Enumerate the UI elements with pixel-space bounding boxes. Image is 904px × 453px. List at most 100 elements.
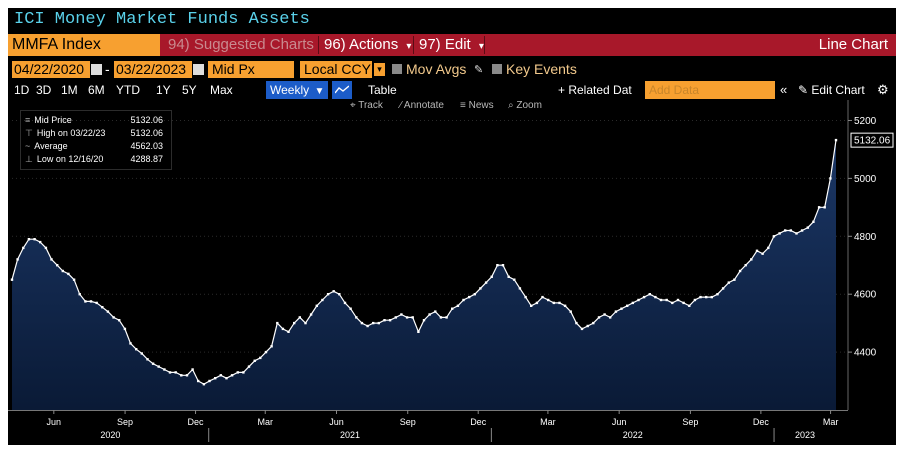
data-point <box>388 319 392 322</box>
key-events-checkbox[interactable] <box>492 64 502 74</box>
data-point <box>580 327 584 331</box>
data-point <box>721 287 725 290</box>
security-field[interactable]: MMFA Index <box>8 34 160 56</box>
data-point <box>738 269 742 273</box>
currency-select[interactable]: Local CCY <box>300 61 372 78</box>
calendar-icon[interactable] <box>193 64 204 75</box>
annotate-tool[interactable]: ∕ Annotate <box>400 100 444 111</box>
collapse-icon[interactable]: « <box>780 82 788 97</box>
data-point <box>569 310 572 313</box>
range-button-3d[interactable]: 3D <box>36 83 52 97</box>
track-label: Track <box>358 100 383 111</box>
chart-type-label[interactable]: Line Chart <box>818 36 888 53</box>
data-point <box>236 371 239 374</box>
data-point <box>744 264 747 267</box>
data-point <box>456 304 460 307</box>
x-tick-label: Jun <box>612 417 627 427</box>
data-point <box>112 316 115 319</box>
data-point <box>659 298 663 302</box>
data-point <box>710 295 713 299</box>
data-point <box>123 327 127 331</box>
key-events-label: Key Events <box>506 61 577 77</box>
pencil-icon[interactable]: ✎ <box>474 64 484 76</box>
data-point <box>174 371 177 374</box>
last-value-tag <box>850 132 894 148</box>
news-tool[interactable]: ≡ News <box>460 100 494 111</box>
start-date-field[interactable]: 04/22/2020 <box>12 61 90 78</box>
calendar-icon[interactable] <box>91 64 102 75</box>
legend-label: Mid Price <box>34 115 72 125</box>
data-point <box>597 316 601 319</box>
zoom-tool[interactable]: ⌕ Zoom <box>508 100 542 111</box>
data-point <box>772 235 776 238</box>
legend-value: 4288.87 <box>130 154 163 164</box>
range-button-max[interactable]: Max <box>210 83 233 97</box>
actions-menu[interactable]: 96) Actions ▾ <box>324 34 411 56</box>
data-point <box>321 298 324 302</box>
suggested-charts-button[interactable]: 94) Suggested Charts <box>168 36 314 53</box>
chevron-down-icon[interactable]: ▾ <box>374 63 385 76</box>
x-tick-label: Dec <box>470 417 487 427</box>
data-point <box>157 365 160 368</box>
range-button-5y[interactable]: 5Y <box>182 83 197 97</box>
frequency-select[interactable]: Weekly ▼ <box>266 81 328 99</box>
range-button-1d[interactable]: 1D <box>14 83 30 97</box>
data-point <box>812 220 815 223</box>
data-point <box>428 313 431 316</box>
data-point <box>349 307 352 310</box>
track-tool[interactable]: ⌖ Track <box>350 100 383 111</box>
table-button[interactable]: Table <box>368 83 397 97</box>
x-year-label: 2020 <box>100 430 120 440</box>
data-point <box>468 295 471 299</box>
data-point <box>614 310 618 313</box>
legend-row: ⊤ High on 03/22/23 5132.06 <box>25 127 167 139</box>
data-point <box>22 246 25 250</box>
data-point <box>191 368 194 371</box>
data-point <box>163 368 166 371</box>
data-point <box>129 342 132 345</box>
data-point <box>451 307 454 310</box>
line-chart-icon[interactable] <box>332 81 352 99</box>
range-button-1y[interactable]: 1Y <box>156 83 171 97</box>
data-point <box>682 301 685 305</box>
data-point <box>462 298 465 302</box>
data-point <box>490 275 493 278</box>
data-point <box>151 362 155 365</box>
price-field-select[interactable]: Mid Px <box>208 61 294 78</box>
data-point <box>789 229 792 232</box>
legend-value: 5132.06 <box>130 115 163 125</box>
chevron-down-icon: ▼ <box>314 86 325 97</box>
data-point <box>727 281 730 284</box>
data-point <box>61 269 64 273</box>
edit-chart-button[interactable]: ✎ Edit Chart <box>798 81 865 99</box>
data-point <box>439 316 443 319</box>
data-point <box>552 301 555 305</box>
data-point <box>304 321 307 325</box>
divider <box>318 36 319 54</box>
data-point <box>343 301 347 305</box>
data-point <box>800 229 804 232</box>
price-chart[interactable]: 4400 4600 4800 5000 5200 5132.06 Jun Sep Dec Mar… <box>8 100 896 445</box>
data-point <box>50 258 53 261</box>
data-point <box>626 304 629 307</box>
data-point <box>264 350 268 354</box>
data-point <box>755 249 759 252</box>
data-point <box>761 252 764 255</box>
data-point <box>332 290 335 293</box>
add-data-input[interactable]: Add Data <box>645 81 775 99</box>
related-data-button[interactable]: + Related Dat <box>558 83 632 97</box>
gear-icon[interactable]: ⚙ <box>877 82 889 97</box>
data-point <box>795 232 798 235</box>
data-point <box>168 371 172 374</box>
edit-label: 97) Edit <box>419 36 471 53</box>
data-point <box>146 358 149 361</box>
range-button-6m[interactable]: 6M <box>88 83 105 97</box>
range-button-ytd[interactable]: YTD <box>116 83 140 97</box>
range-button-1m[interactable]: 1M <box>61 83 78 97</box>
data-point <box>405 316 409 319</box>
data-point <box>67 272 70 276</box>
end-date-field[interactable]: 03/22/2023 <box>114 61 192 78</box>
low-icon: ⊥ <box>25 154 33 164</box>
edit-menu[interactable]: 97) Edit ▾ <box>419 34 484 56</box>
mov-avgs-checkbox[interactable] <box>392 64 402 74</box>
